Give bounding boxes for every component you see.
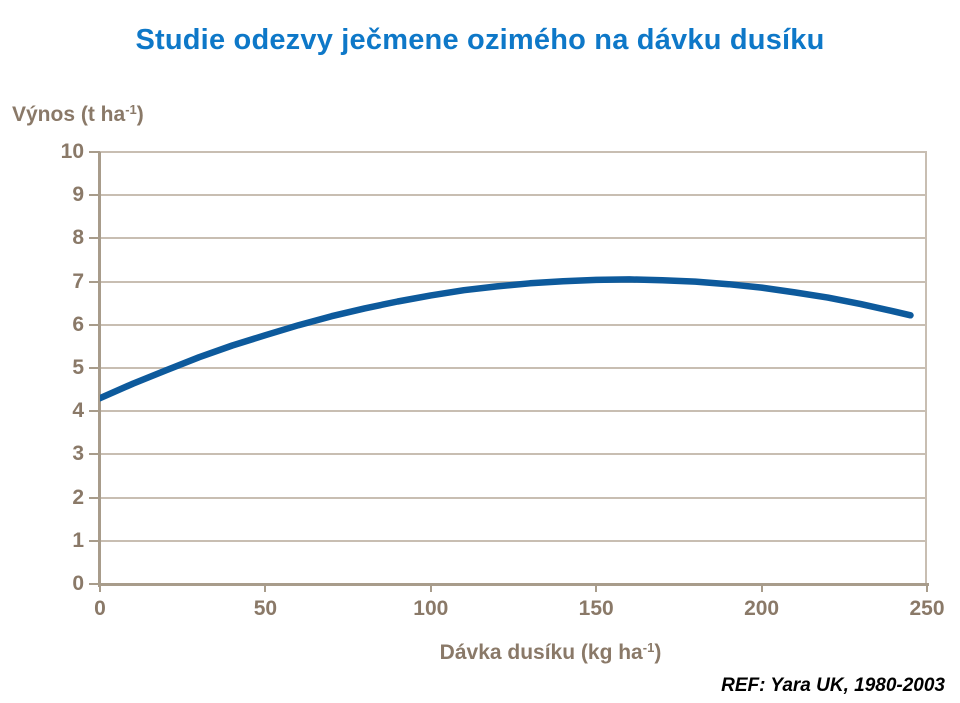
x-tick-label: 100 bbox=[413, 597, 449, 620]
y-gridline bbox=[100, 323, 927, 326]
x-axis-title-close: ) bbox=[654, 641, 662, 664]
response-curve-line bbox=[100, 276, 914, 402]
y-gridline bbox=[100, 151, 927, 153]
x-axis-title-superscript: -1 bbox=[642, 639, 655, 655]
y-gridline bbox=[100, 453, 927, 456]
x-tick-label: 0 bbox=[94, 597, 106, 620]
y-tick-label: 2 bbox=[72, 485, 84, 509]
x-tick-label: 50 bbox=[253, 597, 278, 620]
y-tick-mark bbox=[89, 453, 100, 456]
y-axis-title-superscript: -1 bbox=[125, 101, 137, 117]
x-tick-mark bbox=[264, 584, 267, 592]
y-tick-label: 7 bbox=[72, 269, 84, 293]
y-gridline bbox=[100, 367, 927, 369]
reference-note: REF: Yara UK, 1980-2003 bbox=[721, 675, 945, 696]
y-axis-title: Výnos (t ha-1) bbox=[12, 101, 144, 127]
y-gridline bbox=[100, 410, 927, 413]
y-gridline bbox=[100, 496, 927, 499]
response-curve bbox=[100, 276, 914, 402]
y-tick-label: 6 bbox=[72, 312, 84, 336]
x-tick-mark bbox=[99, 584, 101, 592]
x-tick-mark bbox=[595, 584, 598, 592]
y-tick-label: 4 bbox=[72, 399, 84, 423]
y-tick-label: 8 bbox=[72, 226, 84, 250]
x-axis-title-text: Dávka dusíku (kg ha bbox=[439, 641, 643, 664]
y-tick-mark bbox=[89, 496, 100, 499]
y-tick-mark bbox=[89, 237, 100, 240]
y-tick-mark bbox=[89, 367, 100, 369]
y-tick-label: 1 bbox=[72, 528, 84, 552]
x-tick-mark bbox=[926, 584, 928, 592]
y-tick-mark bbox=[89, 539, 100, 542]
y-gridline bbox=[100, 539, 927, 542]
y-tick-label: 5 bbox=[72, 356, 84, 379]
x-axis-title: Dávka dusíku (kg ha-1) bbox=[137, 639, 960, 665]
y-gridline bbox=[100, 194, 927, 197]
y-tick-label: 9 bbox=[72, 183, 84, 207]
x-tick-label: 200 bbox=[744, 597, 780, 620]
y-tick-label: 0 bbox=[72, 572, 84, 595]
chart-title: Studie odezvy ječmene ozimého na dávku d… bbox=[135, 24, 825, 56]
x-tick-label: 150 bbox=[578, 597, 614, 620]
y-tick-mark bbox=[89, 280, 100, 283]
y-tick-mark bbox=[89, 323, 100, 326]
y-axis-title-close: ) bbox=[136, 103, 144, 126]
x-axis-line bbox=[98, 583, 929, 586]
x-tick-mark bbox=[429, 584, 432, 592]
y-tick-mark bbox=[89, 410, 100, 413]
plot-right-border bbox=[925, 152, 927, 584]
y-tick-mark bbox=[89, 194, 100, 197]
y-gridline bbox=[100, 237, 927, 240]
y-axis-title-text: Výnos (t ha bbox=[12, 103, 126, 126]
y-tick-mark bbox=[89, 151, 100, 153]
y-tick-mark bbox=[89, 583, 100, 585]
x-tick-mark bbox=[760, 584, 763, 592]
x-tick-label: 250 bbox=[909, 597, 945, 620]
y-tick-label: 3 bbox=[72, 442, 84, 466]
y-axis-line bbox=[98, 152, 101, 587]
y-tick-label: 10 bbox=[60, 140, 84, 163]
